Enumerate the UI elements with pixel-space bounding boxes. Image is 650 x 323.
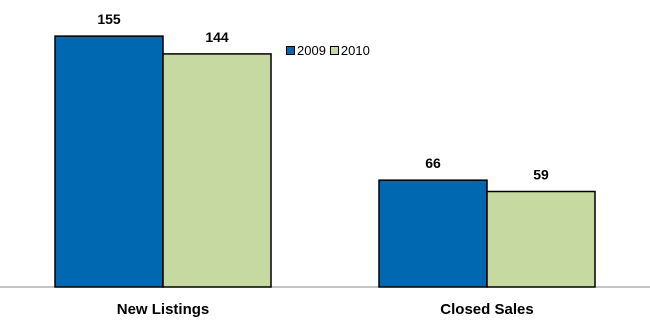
data-label-closed-sales-2010: 59 <box>533 166 549 182</box>
legend-item-2010: 2010 <box>329 43 370 58</box>
category-label-new-listings: New Listings <box>117 301 210 318</box>
bar-closed-sales-2009 <box>378 179 488 288</box>
data-label-new-listings-2009: 155 <box>97 11 121 27</box>
bar-new-listings-2010 <box>162 53 272 288</box>
data-label-new-listings-2010: 144 <box>205 29 229 45</box>
legend-label-2010: 2010 <box>340 43 370 58</box>
legend-item-2009: 2009 <box>286 43 326 58</box>
legend: 2009 2010 <box>286 43 374 58</box>
bar-new-listings-2009 <box>54 35 164 288</box>
bar-closed-sales-2010 <box>486 190 596 288</box>
category-label-closed-sales: Closed Sales <box>440 301 533 318</box>
data-label-closed-sales-2009: 66 <box>425 155 441 171</box>
legend-label-2009: 2009 <box>297 43 326 58</box>
legend-swatch-2010 <box>329 46 339 55</box>
legend-swatch-2009 <box>286 46 295 55</box>
